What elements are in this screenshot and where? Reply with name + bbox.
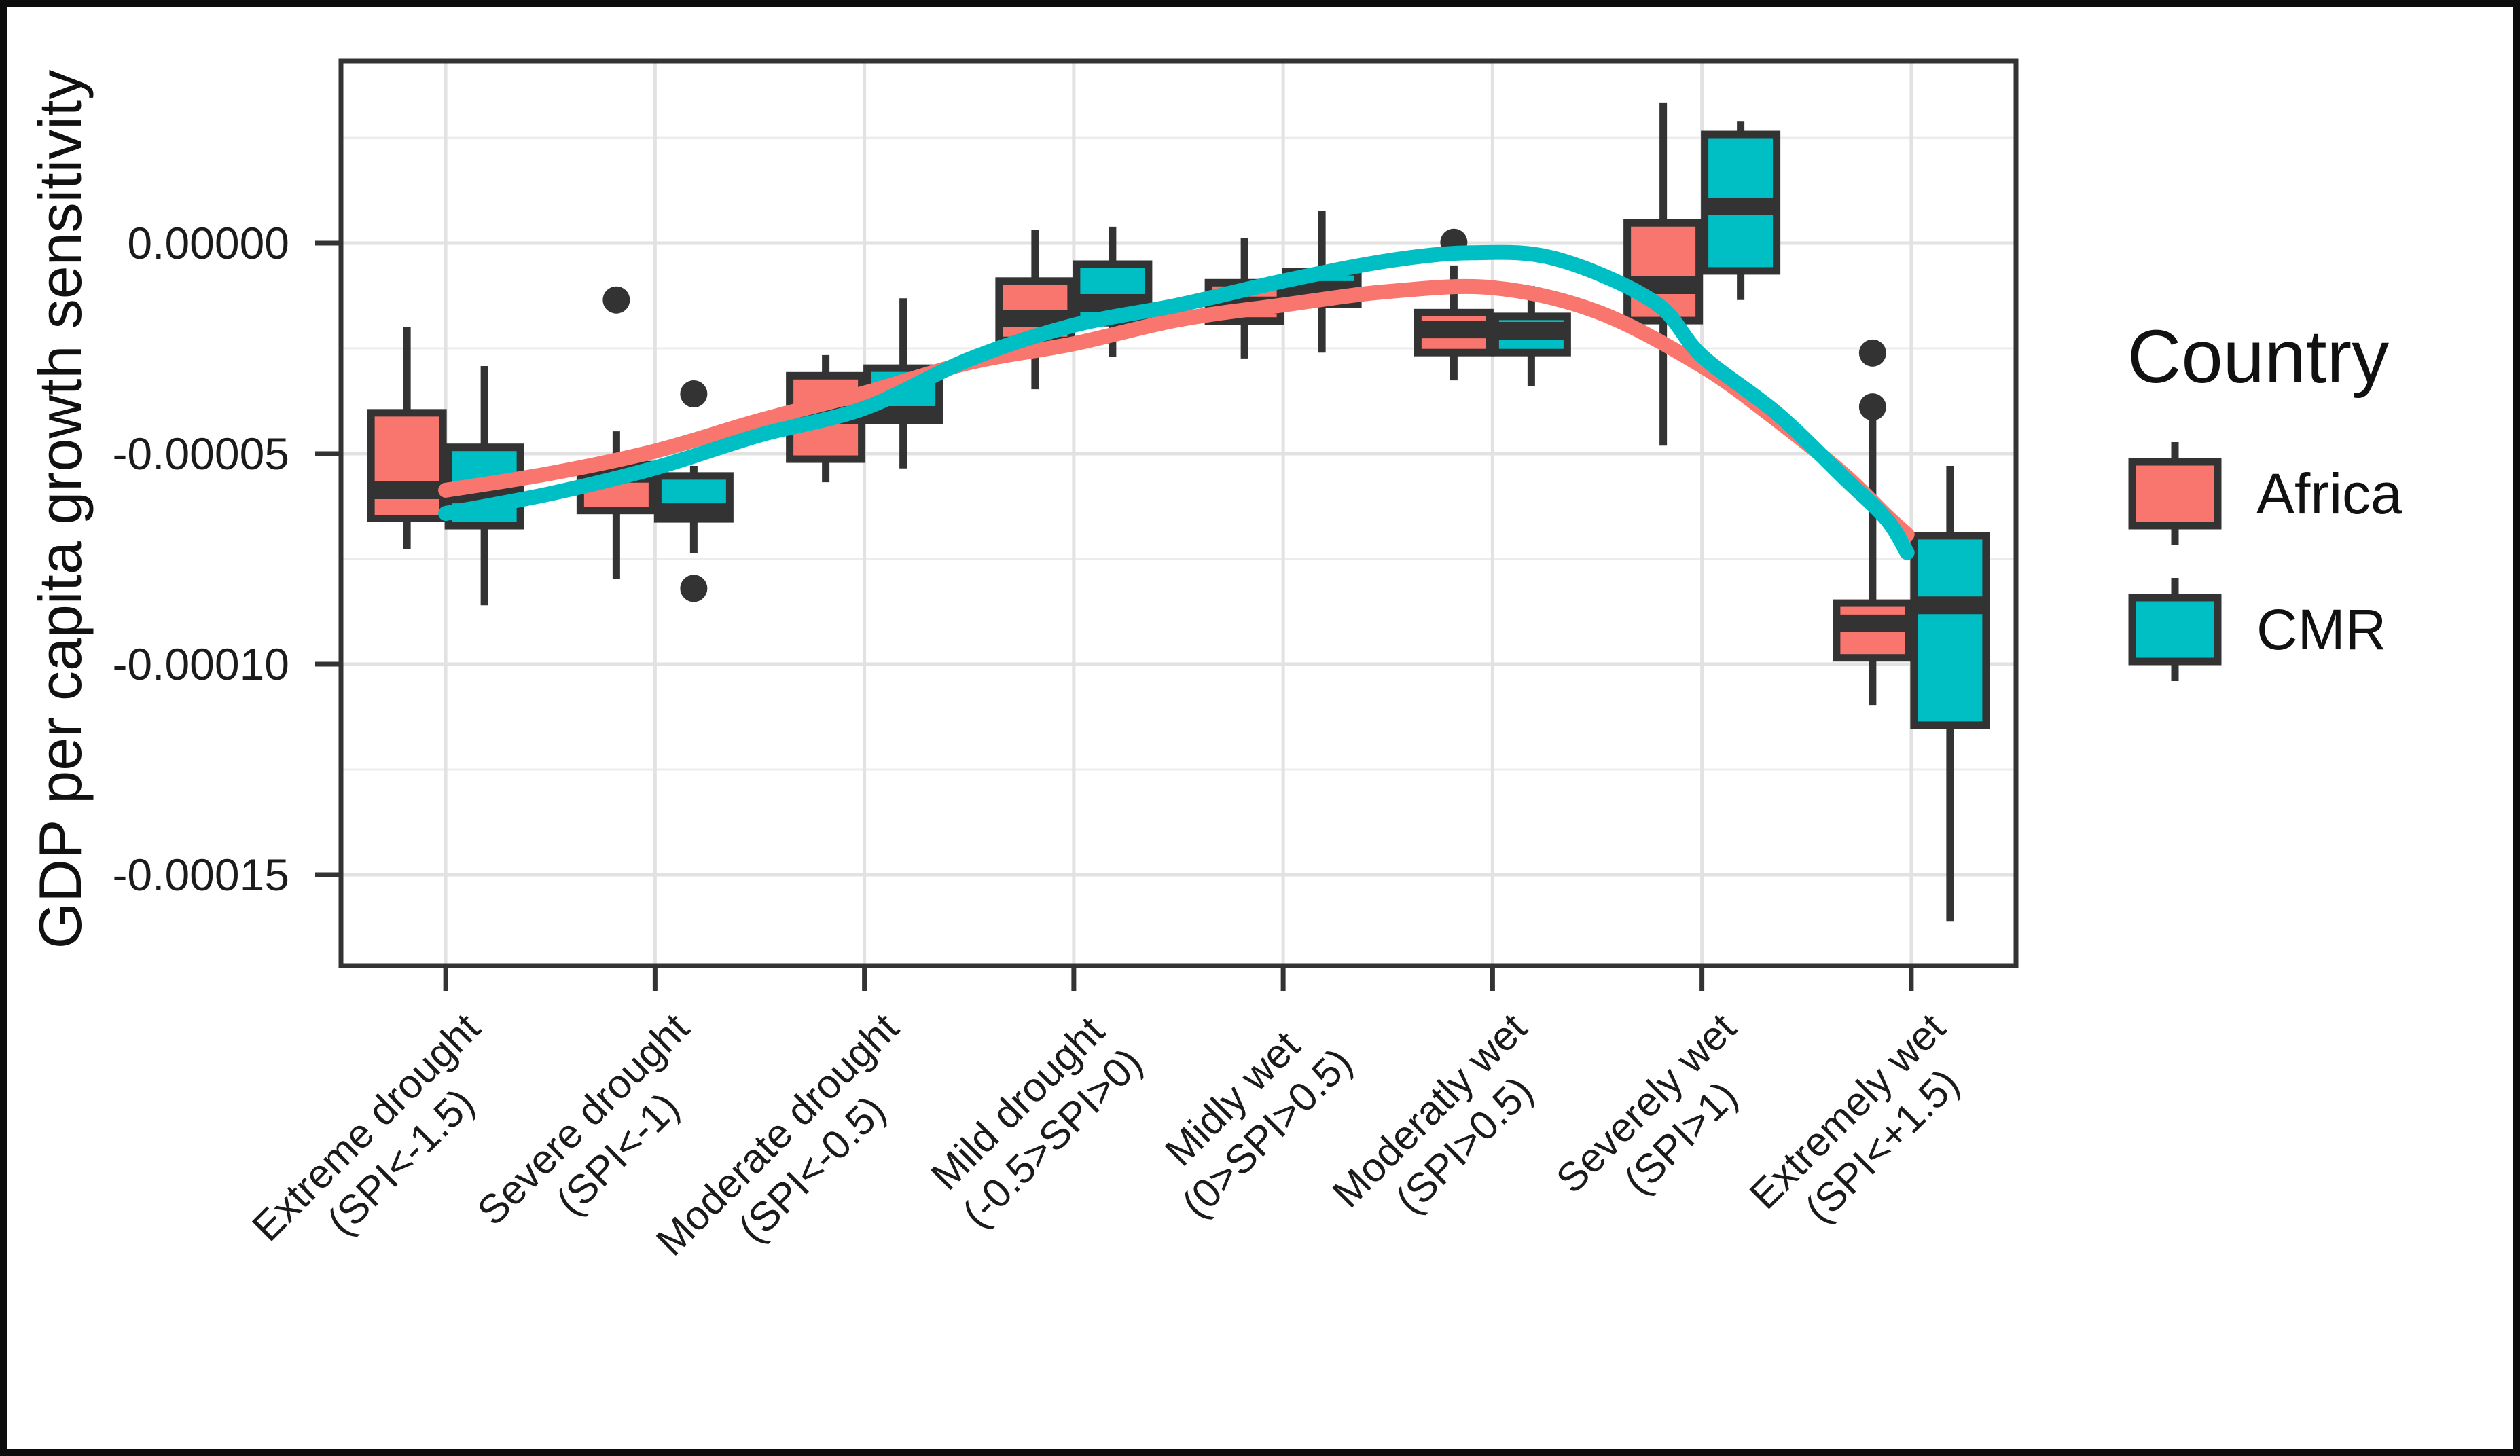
- boxplot-africa-2-outlier: [602, 286, 630, 314]
- plot-panel: [315, 58, 2019, 991]
- legend-item-cmr: CMR: [2127, 578, 2402, 681]
- boxplot-africa-8-outlier: [1858, 393, 1886, 421]
- legend-key-cmr-boxplot-icon: [2128, 578, 2222, 681]
- y-tick-label--0.00005: -0.00005: [112, 429, 289, 479]
- y-tick-label--0.00015: -0.00015: [112, 850, 289, 900]
- boxplot-africa-8-outlier: [1858, 339, 1886, 367]
- legend-item-africa: Africa: [2127, 442, 2402, 545]
- boxplot-cmr-2-outlier: [680, 575, 708, 602]
- boxplot-cmr-8-box: [1910, 532, 1990, 729]
- panel-border: [338, 58, 2019, 968]
- legend-title: Country: [2127, 315, 2390, 399]
- y-tick-label--0.00010: -0.00010: [112, 639, 289, 689]
- legend-label-africa: Africa: [2256, 461, 2402, 526]
- legend-label-cmr: CMR: [2256, 597, 2387, 661]
- y-tick-label-0.00000: 0.00000: [127, 218, 289, 268]
- boxplot-africa-1-box: [367, 409, 447, 522]
- boxplot-cmr-2-outlier: [680, 380, 708, 407]
- legend-key-africa-boxplot-icon: [2128, 442, 2222, 545]
- legend: Country Africa CMR: [2127, 314, 2402, 714]
- y-axis-title: GDP per capita growth sensitivity: [26, 69, 94, 949]
- smooth-line-cmr: [438, 244, 1915, 560]
